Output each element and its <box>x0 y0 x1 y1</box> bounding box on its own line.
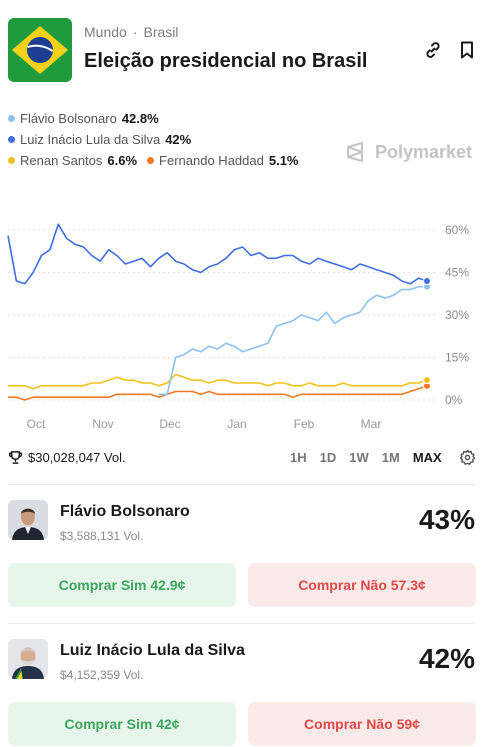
legend-name: Fernando Haddad <box>159 153 264 168</box>
buy-yes-button[interactable]: Comprar Sim 42.9¢ <box>8 563 236 607</box>
legend-dot <box>147 157 155 164</box>
chart-legend: Flávio Bolsonaro 42.8% Luiz Inácio Lula … <box>8 108 309 171</box>
range-1w[interactable]: 1W <box>349 450 369 465</box>
legend-item-renan: Renan Santos 6.6% <box>8 153 137 168</box>
page-title: Eleição presidencial no Brasil <box>84 50 368 72</box>
outcome-probability: 43% <box>418 504 475 535</box>
brazil-flag-icon <box>8 18 72 82</box>
x-tick-label: Feb <box>294 417 315 431</box>
breadcrumb-separator: · <box>132 24 138 40</box>
bookmark-icon[interactable] <box>457 40 477 60</box>
legend-pct: 42% <box>165 132 192 147</box>
y-tick-label: 60% <box>445 223 469 237</box>
outcome-name: Luiz Inácio Lula da Silva <box>60 642 245 659</box>
y-tick-label: 30% <box>445 308 469 322</box>
link-icon[interactable] <box>423 40 443 60</box>
total-volume: $30,028,047 Vol. <box>8 450 126 465</box>
breadcrumb-world[interactable]: Mundo <box>84 24 127 40</box>
legend-pct: 5.1% <box>268 153 299 168</box>
y-tick-label: 45% <box>445 266 469 280</box>
x-tick-label: Oct <box>27 417 46 431</box>
outcome-row-flavio: Flávio Bolsonaro $3,588,131 Vol. 43% Com… <box>8 500 476 610</box>
range-1m[interactable]: 1M <box>381 450 400 465</box>
legend-item-flavio: Flávio Bolsonaro 42.8% <box>8 111 159 126</box>
range-1d[interactable]: 1D <box>319 450 337 465</box>
legend-dot <box>8 115 15 122</box>
trophy-icon <box>8 451 23 464</box>
gear-icon[interactable] <box>459 449 476 466</box>
total-volume-label: $30,028,047 Vol. <box>28 450 126 465</box>
x-tick-label: Dec <box>159 417 180 431</box>
series-line <box>158 285 427 396</box>
legend-pct: 42.8% <box>121 111 159 126</box>
range-1h[interactable]: 1H <box>290 450 307 465</box>
legend-dot <box>8 157 15 164</box>
y-tick-label: 0% <box>445 393 463 407</box>
series-line <box>7 223 428 285</box>
outcome-volume: $4,152,359 Vol. <box>60 668 144 682</box>
range-max[interactable]: MAX <box>412 450 442 465</box>
brand-name: Polymarket <box>375 141 473 162</box>
divider <box>8 484 475 485</box>
buy-yes-button[interactable]: Comprar Sim 42¢ <box>8 702 236 746</box>
time-range-selector: 1H 1D 1W 1M MAX <box>290 450 455 465</box>
legend-item-haddad: Fernando Haddad 5.1% <box>147 153 299 168</box>
legend-row: Luiz Inácio Lula da Silva 42% <box>8 129 309 150</box>
legend-dot <box>8 136 15 143</box>
price-history-chart[interactable]: 60% 45% 30% 15% 0% Oct Nov Dec Jan Feb Mar <box>0 205 483 440</box>
series-endpoint <box>423 376 431 385</box>
series-endpoint <box>423 277 431 285</box>
polymarket-icon <box>347 142 363 162</box>
series-line <box>8 373 428 390</box>
legend-row: Flávio Bolsonaro 42.8% <box>8 108 309 129</box>
x-tick-label: Mar <box>361 417 382 431</box>
legend-pct: 6.6% <box>107 153 138 168</box>
outcome-name: Flávio Bolsonaro <box>60 503 190 520</box>
y-tick-label: 15% <box>445 351 469 365</box>
divider <box>8 623 475 624</box>
series-line <box>8 385 428 401</box>
avatar <box>8 639 48 679</box>
breadcrumb: Mundo · Brasil <box>84 24 179 40</box>
market-header: Mundo · Brasil Eleição presidencial no Bra… <box>8 18 475 82</box>
outcome-probability: 42% <box>418 643 475 674</box>
polymarket-logo: Polymarket <box>345 141 472 163</box>
outcome-volume: $3,588,131 Vol. <box>60 529 144 543</box>
legend-name: Luiz Inácio Lula da Silva <box>20 132 161 147</box>
legend-name: Flávio Bolsonaro <box>20 111 117 126</box>
x-tick-label: Nov <box>92 417 113 431</box>
legend-name: Renan Santos <box>20 153 103 168</box>
legend-item-lula: Luiz Inácio Lula da Silva 42% <box>8 132 191 147</box>
stats-row: $30,028,047 Vol. 1H 1D 1W 1M MAX <box>8 449 476 471</box>
outcome-row-lula: Luiz Inácio Lula da Silva $4,152,359 Vol… <box>8 639 476 747</box>
legend-row: Renan Santos 6.6% Fernando Haddad 5.1% <box>8 150 309 171</box>
buy-no-button[interactable]: Comprar Não 59¢ <box>248 702 476 746</box>
breadcrumb-brazil[interactable]: Brasil <box>143 24 179 40</box>
avatar <box>8 500 48 540</box>
buy-no-button[interactable]: Comprar Não 57.3¢ <box>248 563 476 607</box>
x-tick-label: Jan <box>227 417 246 431</box>
